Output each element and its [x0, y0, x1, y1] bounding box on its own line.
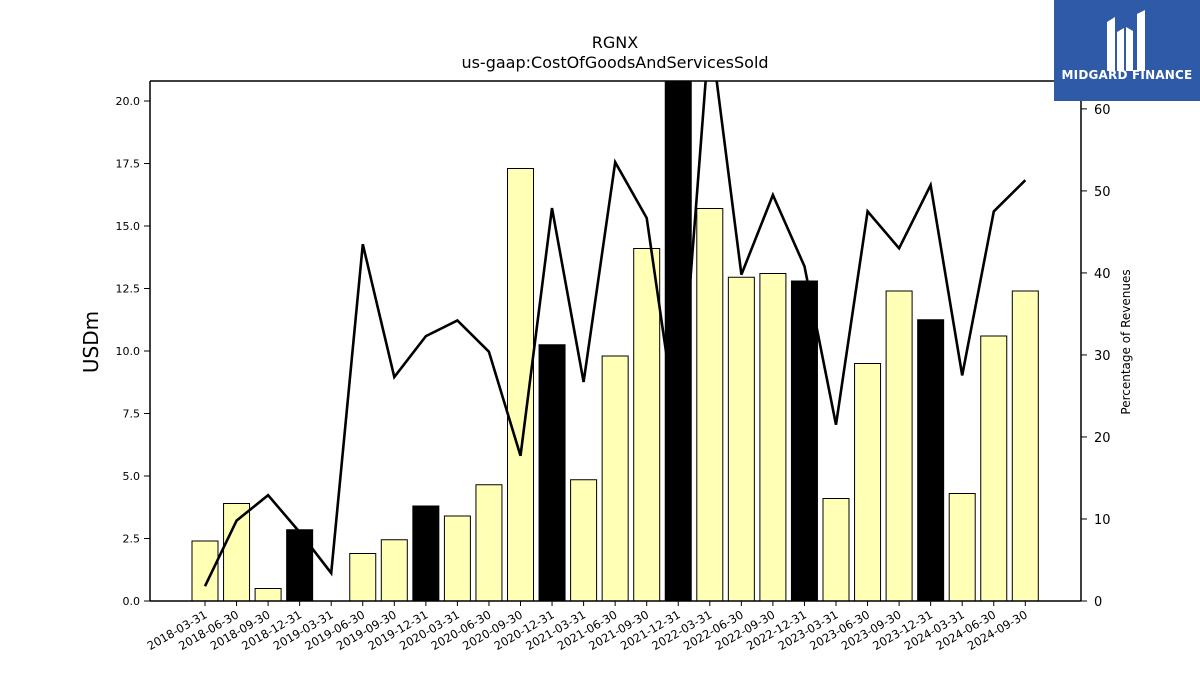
bar — [223, 503, 251, 601]
logo-text: MIDGARD FINANCE — [1061, 68, 1193, 82]
bar — [854, 363, 882, 601]
bar — [759, 273, 787, 601]
bar — [790, 280, 818, 601]
y-tick-label: 15.0 — [116, 220, 141, 233]
bar — [349, 553, 377, 601]
y-tick-label: 12.5 — [116, 283, 141, 296]
chart-title: RGNX — [591, 33, 639, 52]
bar — [917, 319, 945, 601]
y2-tick-label: 20 — [1094, 431, 1111, 446]
y-tick-label: 2.5 — [123, 533, 141, 546]
bar — [538, 344, 566, 601]
y-tick-label: 5.0 — [123, 470, 141, 483]
y2-axis-label: Percentage of Revenues — [1119, 269, 1133, 414]
bar — [727, 276, 755, 601]
y-tick-label: 20.0 — [116, 95, 141, 108]
bar — [286, 529, 314, 601]
bar — [380, 539, 408, 601]
y-tick-label: 10.0 — [116, 345, 141, 358]
y2-tick-label: 10 — [1094, 513, 1111, 528]
bar — [664, 81, 692, 601]
chart-subtitle: us-gaap:CostOfGoodsAndServicesSold — [461, 53, 769, 72]
bar — [948, 493, 976, 601]
y2-tick-label: 30 — [1094, 349, 1111, 364]
y2-tick-label: 0 — [1094, 595, 1102, 610]
bar — [1011, 290, 1039, 601]
y2-tick-label: 40 — [1094, 267, 1111, 282]
y2-tick-label: 60 — [1094, 103, 1111, 118]
bars-layer — [191, 81, 1039, 601]
y-tick-label: 7.5 — [123, 408, 141, 421]
bar — [885, 290, 913, 601]
midgard-finance-logo: MIDGARD FINANCE — [1054, 0, 1200, 101]
percentage-line-layer — [203, 81, 1027, 587]
y-tick-label: 0.0 — [123, 595, 141, 608]
bar — [254, 588, 282, 601]
bar — [601, 355, 629, 601]
bar — [980, 335, 1008, 601]
bar — [412, 505, 440, 601]
percentage-line — [203, 81, 1027, 587]
bar — [633, 248, 661, 601]
y2-tick-label: 50 — [1094, 185, 1111, 200]
bar — [822, 498, 850, 601]
bar — [191, 540, 219, 601]
logo-mark-icon — [1107, 10, 1145, 71]
bar — [696, 208, 724, 601]
bar — [443, 515, 471, 601]
bar — [570, 479, 598, 601]
y-axis-label: USDm — [79, 311, 103, 373]
y-tick-label: 17.5 — [116, 158, 141, 171]
bar — [475, 484, 503, 601]
